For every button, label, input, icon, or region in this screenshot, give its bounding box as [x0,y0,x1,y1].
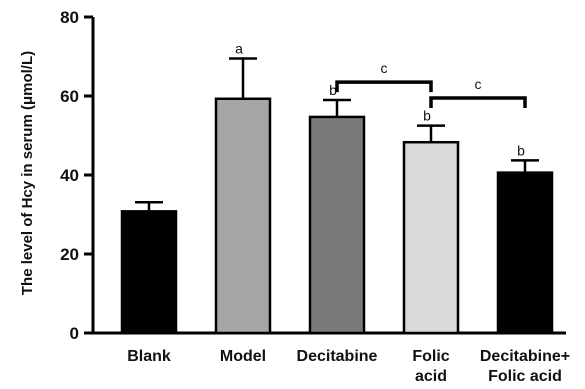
bar [402,140,460,335]
category-label-line: Model [220,348,266,365]
y-tick-label: 80 [60,8,79,27]
y-tick-label: 0 [70,324,79,343]
category-label: Decitabine [297,348,378,365]
category-label-line: Blank [127,348,171,365]
y-tick-label: 20 [60,245,79,264]
category-label-line: acid [415,368,447,385]
significance-letter: b [329,82,337,98]
significance-letter: b [517,142,525,158]
y-axis-title: The level of Hcy in serum (μmol/L) [19,51,36,295]
bars [120,57,554,335]
bar [496,171,554,335]
category-label-line: Decitabine+ [480,348,570,365]
y-tick-label: 40 [60,166,79,185]
bar [214,97,272,335]
category-label: Blank [127,348,171,365]
bracket-label: c [475,76,482,92]
category-label-line: Decitabine [297,348,378,365]
bar [120,210,178,335]
annotations: Blank Model a Decitabine b Folic acid b Decitabi… [127,40,570,385]
significance-letter: a [235,40,243,56]
bracket-label: c [381,60,388,76]
category-label-line: Folic acid [488,368,562,385]
category-label: Decitabine+ Folic acid [480,348,570,385]
bar [308,115,366,335]
category-label: Model [220,348,266,365]
category-label-line: Folic [412,348,449,365]
significance-letter: b [423,108,431,124]
comparison-bracket [429,96,527,108]
comparison-bracket [335,80,433,93]
category-label: Folic acid [412,348,449,385]
y-tick-label: 60 [60,87,79,106]
